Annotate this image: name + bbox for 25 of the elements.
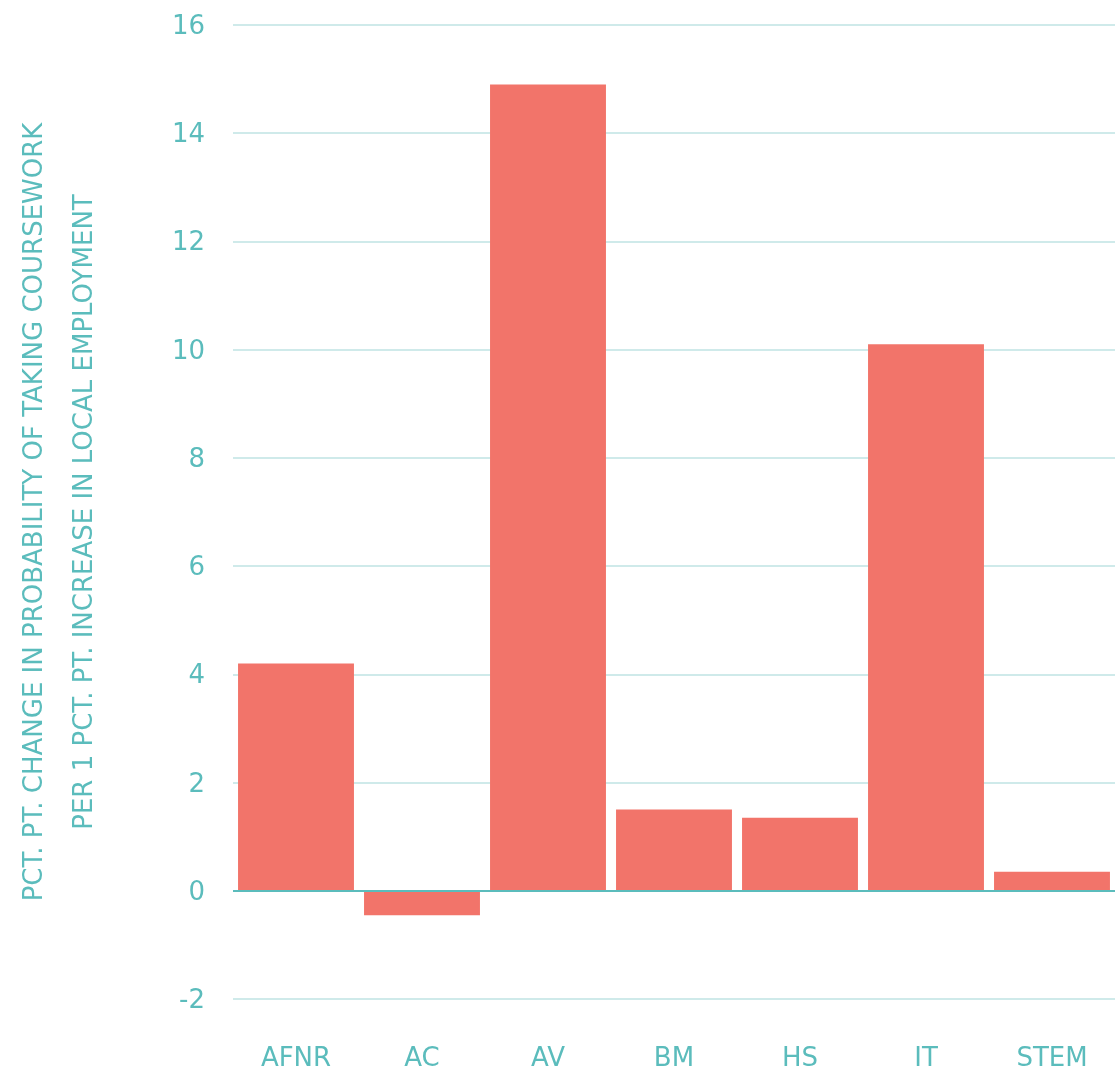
y-tick-label: 2 [188,767,205,798]
y-tick-label: -2 [179,984,205,1014]
y-tick-label: 10 [171,334,205,365]
y-tick-label: 8 [188,442,205,473]
x-tick-label: AV [531,1042,566,1072]
x-tick-label: HS [781,1042,819,1072]
bar [238,663,354,891]
bar [994,871,1110,891]
bar [868,344,984,891]
bar [490,84,606,891]
y-axis-title: PCT. PT. CHANGE IN PROBABILITY OF TAKING COURSEWORK PER 1 PCT. PT. INCREASE IN LOCAL EMPLOYMENT [18,121,98,902]
y-tick-label: 6 [188,551,205,582]
x-tick-label: STEM [1016,1042,1088,1072]
x-tick-label: AC [404,1042,440,1072]
x-tick-label: AFNR [260,1042,332,1072]
x-tick-label: IT [914,1042,938,1072]
y-tick-label: 12 [171,226,205,257]
bar [364,890,480,916]
y-tick-label: 16 [171,10,205,40]
x-tick-label: BM [653,1042,695,1072]
bar [616,809,732,891]
y-tick-label: 0 [188,875,205,906]
bar [742,817,858,891]
y-tick-label: 14 [171,118,205,149]
y-tick-label: 4 [188,659,205,690]
